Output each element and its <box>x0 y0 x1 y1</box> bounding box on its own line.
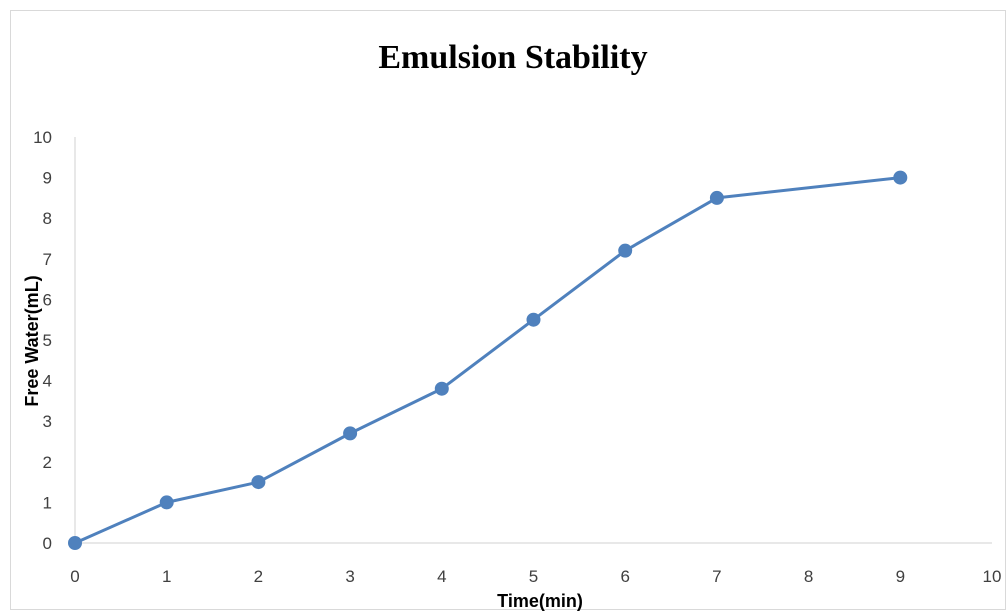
x-tick-label: 8 <box>804 567 813 586</box>
data-point <box>526 312 541 327</box>
x-tick-label: 5 <box>529 567 538 586</box>
axes <box>74 137 992 544</box>
x-tick-labels: 0 1 2 3 4 5 6 7 8 9 10 <box>70 567 1001 586</box>
data-point <box>618 243 633 258</box>
y-tick-label: 9 <box>43 169 52 188</box>
y-tick-label: 0 <box>43 534 52 553</box>
data-point <box>159 495 174 510</box>
x-tick-label: 4 <box>437 567 446 586</box>
data-point <box>251 475 266 490</box>
x-tick-label: 7 <box>712 567 721 586</box>
series-points-group <box>68 170 908 550</box>
series-line <box>74 176 901 545</box>
y-tick-label: 5 <box>43 331 52 350</box>
x-tick-label: 10 <box>983 567 1002 586</box>
x-tick-label: 0 <box>70 567 79 586</box>
x-tick-label: 6 <box>620 567 629 586</box>
data-point <box>343 426 358 441</box>
series-line-group <box>74 176 901 545</box>
y-tick-label: 6 <box>43 290 52 309</box>
x-tick-label: 2 <box>254 567 263 586</box>
y-tick-label: 8 <box>43 209 52 228</box>
y-tick-label: 4 <box>43 372 52 391</box>
x-axis-title: Time(min) <box>497 591 583 611</box>
data-point <box>68 536 82 550</box>
y-axis-title: Free Water(mL) <box>22 275 42 406</box>
data-point <box>709 190 724 205</box>
x-tick-label: 3 <box>345 567 354 586</box>
chart-title: Emulsion Stability <box>378 39 647 76</box>
data-point <box>434 381 449 396</box>
x-tick-label: 9 <box>896 567 905 586</box>
y-tick-label: 7 <box>43 250 52 269</box>
data-point <box>893 170 908 185</box>
y-tick-labels: 0 1 2 3 4 5 6 7 8 9 10 <box>33 128 52 553</box>
y-tick-label: 10 <box>33 128 52 147</box>
chart-area <box>10 10 1006 610</box>
x-tick-label: 1 <box>162 567 171 586</box>
y-tick-label: 3 <box>43 412 52 431</box>
y-tick-label: 2 <box>43 453 52 472</box>
y-tick-label: 1 <box>43 493 52 512</box>
